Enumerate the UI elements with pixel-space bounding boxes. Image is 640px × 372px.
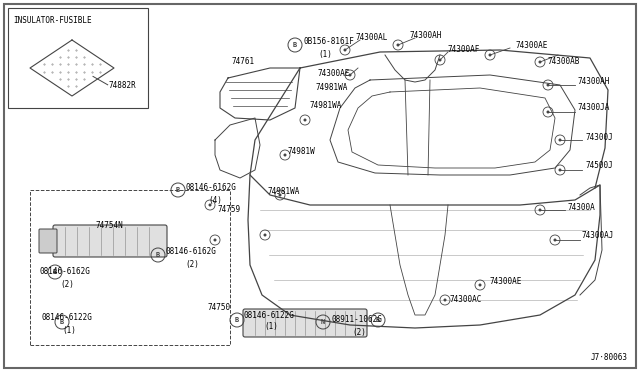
Text: B: B [235,317,239,323]
FancyBboxPatch shape [243,309,367,337]
Circle shape [547,110,550,113]
Text: 74981W: 74981W [288,148,316,157]
Text: 08146-6122G: 08146-6122G [244,311,295,320]
Circle shape [444,298,447,301]
Text: 74981WA: 74981WA [268,187,300,196]
Text: 74300AF: 74300AF [448,45,481,55]
Text: B: B [60,319,64,325]
Text: 08911-1062G: 08911-1062G [332,315,383,324]
Circle shape [214,238,216,241]
Text: (2): (2) [185,260,199,269]
Text: J7·80063: J7·80063 [591,353,628,362]
Text: 74981WA: 74981WA [316,83,348,93]
FancyBboxPatch shape [4,4,636,368]
Text: B: B [53,269,57,275]
Text: 74882R: 74882R [109,81,137,90]
Text: 74300J: 74300J [585,134,612,142]
Text: 08146-6162G: 08146-6162G [40,267,91,276]
Text: B: B [176,187,180,193]
Text: (1): (1) [264,323,278,331]
Circle shape [438,58,442,61]
Circle shape [547,83,550,87]
Text: 74300AL: 74300AL [356,33,388,42]
Text: 74300AH: 74300AH [578,77,611,87]
Text: (2): (2) [352,327,366,337]
Text: 74300AE: 74300AE [318,68,350,77]
Circle shape [284,154,287,157]
Text: (1): (1) [62,326,76,334]
Text: N: N [321,319,325,325]
Text: 0B156-8161F: 0B156-8161F [303,38,354,46]
Text: 74300AH: 74300AH [410,31,442,39]
Text: 74981WA: 74981WA [310,100,342,109]
FancyBboxPatch shape [8,8,148,108]
Circle shape [488,54,492,57]
Circle shape [538,61,541,64]
Text: 08146-6162G: 08146-6162G [186,183,237,192]
Text: 74300AC: 74300AC [450,295,483,305]
Text: 74300A: 74300A [568,203,596,212]
Circle shape [303,119,307,122]
Circle shape [397,44,399,46]
Text: 74761: 74761 [232,58,255,67]
Circle shape [559,169,561,171]
Circle shape [559,138,561,141]
Text: 74754N: 74754N [95,221,123,230]
Text: 74500J: 74500J [585,160,612,170]
Circle shape [538,208,541,212]
Text: 08146-6122G: 08146-6122G [42,314,93,323]
Circle shape [554,238,557,241]
Circle shape [264,234,266,237]
Text: INSULATOR-FUSIBLE: INSULATOR-FUSIBLE [13,16,92,25]
Text: 74300AE: 74300AE [515,41,547,49]
FancyBboxPatch shape [53,225,167,257]
FancyBboxPatch shape [39,229,57,253]
Circle shape [344,48,346,51]
Text: (4): (4) [208,196,222,205]
Text: B: B [293,42,297,48]
Text: 74300AJ: 74300AJ [582,231,614,240]
Circle shape [349,74,351,77]
Text: (2): (2) [60,279,74,289]
Text: 74750: 74750 [208,304,231,312]
Text: 74300AB: 74300AB [548,58,580,67]
Text: 74300JA: 74300JA [578,103,611,112]
Circle shape [479,283,481,286]
Circle shape [278,193,282,196]
Text: (1): (1) [318,49,332,58]
Text: B: B [156,252,160,258]
Text: B: B [376,317,380,323]
Text: 74759: 74759 [218,205,241,215]
Circle shape [209,203,211,206]
Text: 08146-6162G: 08146-6162G [165,247,216,257]
Text: 74300AE: 74300AE [490,278,522,286]
